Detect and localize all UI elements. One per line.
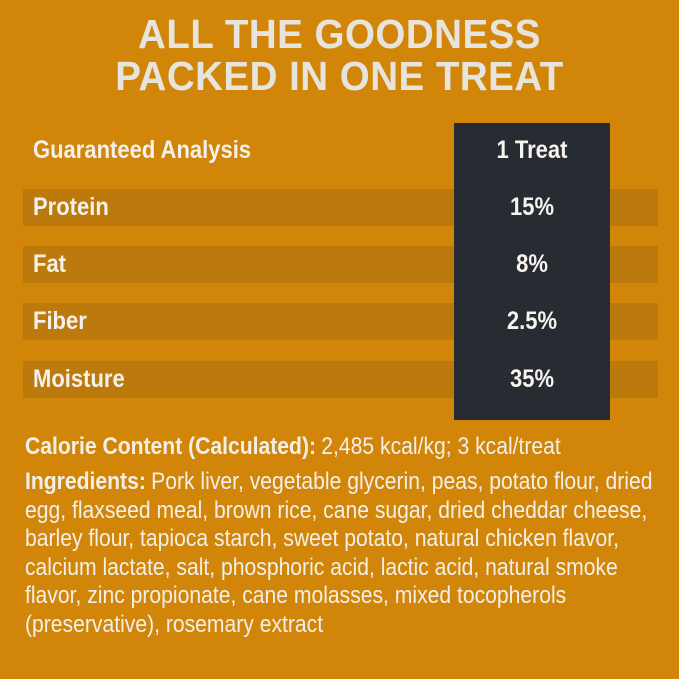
table-header-label: Guaranteed Analysis bbox=[33, 136, 252, 164]
ingredients-text: Pork liver, vegetable glycerin, peas, po… bbox=[25, 468, 653, 638]
table-header-value-col: 1 Treat bbox=[496, 136, 568, 164]
row-label-protein: Protein bbox=[33, 193, 109, 221]
ingredients-paragraph: Ingredients: Pork liver, vegetable glycer… bbox=[25, 468, 657, 639]
row-value-fat: 8% bbox=[516, 250, 548, 278]
calorie-content-value: 2,485 kcal/kg; 3 kcal/treat bbox=[321, 433, 561, 460]
row-value-fiber: 2.5% bbox=[506, 307, 558, 335]
row-value-protein: 15% bbox=[509, 193, 555, 221]
row-label-fiber: Fiber bbox=[33, 307, 87, 335]
calorie-content-label: Calorie Content (Calculated): bbox=[25, 433, 317, 460]
value-column-background bbox=[454, 123, 610, 420]
page-title: ALL THE GOODNESS PACKED IN ONE TREAT bbox=[20, 13, 658, 97]
row-value-moisture: 35% bbox=[509, 365, 555, 393]
calorie-content-line: Calorie Content (Calculated): 2,485 kcal/… bbox=[25, 432, 667, 461]
row-label-fat: Fat bbox=[33, 250, 66, 278]
ingredients-label: Ingredients: bbox=[25, 468, 146, 495]
title-line-1: ALL THE GOODNESS bbox=[138, 11, 541, 57]
title-line-2: PACKED IN ONE TREAT bbox=[115, 53, 564, 99]
row-label-moisture: Moisture bbox=[33, 365, 125, 393]
